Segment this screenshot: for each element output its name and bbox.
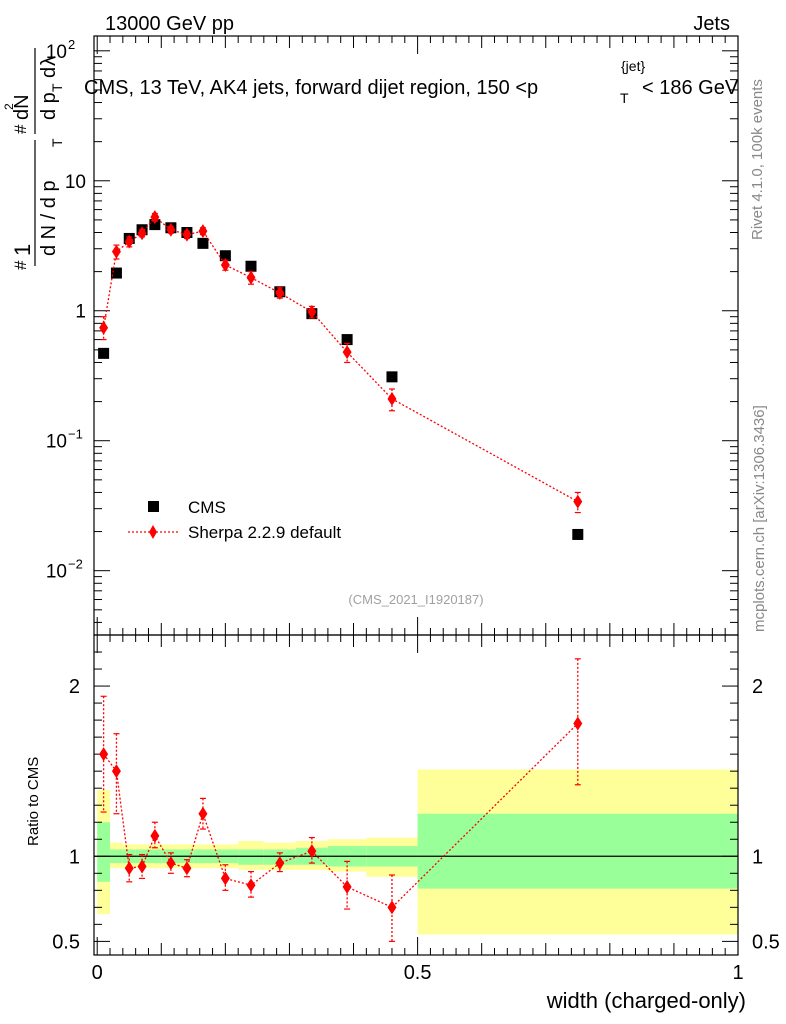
- y-label-num: dN: [11, 94, 33, 120]
- legend-marker-cms: [148, 501, 159, 512]
- ratio-sherpa-point-5: [166, 856, 176, 871]
- sherpa-line: [102, 216, 579, 503]
- ratio-frame: [93, 634, 739, 956]
- chart-title: CMS, 13 TeV, AK4 jets, forward dijet reg…: [84, 77, 538, 99]
- y-label-hash1: #: [11, 260, 30, 270]
- band-inner-14: [417, 813, 738, 889]
- cms-point-14: [572, 528, 584, 540]
- y-tick-exp-0: 2: [68, 37, 75, 52]
- y-tick-label-0: 10: [46, 42, 67, 63]
- ratio-sherpa-point-9: [246, 878, 256, 893]
- y-label-hash2: #: [11, 124, 30, 134]
- side-label-rivet: Rivet 4.1.0, 100k events: [749, 79, 766, 240]
- chart-title-tail: < 186 GeV: [642, 77, 739, 99]
- cms-point-4: [149, 219, 161, 231]
- cms-point-12: [341, 334, 353, 346]
- ratio-sherpa-point-4: [150, 828, 160, 843]
- sherpa-point-0: [99, 320, 109, 335]
- sherpa-point-8: [220, 257, 230, 272]
- sherpa-point-14: [573, 494, 583, 509]
- chart-title-sup: {jet}: [621, 58, 645, 74]
- ratio-sherpa-point-6: [182, 861, 192, 876]
- ratio-y-tick-label-left-2: 0.5: [52, 931, 80, 953]
- sherpa-point-4: [150, 210, 160, 225]
- y-tick-exp-3: −1: [68, 427, 83, 442]
- sherpa-point-9: [246, 270, 256, 285]
- y-label-lambda: λ: [38, 56, 60, 66]
- sherpa-point-5: [166, 222, 176, 237]
- y-label-d: d: [38, 67, 60, 78]
- ratio-sherpa-point-13: [387, 900, 397, 915]
- y-label-T1: T: [49, 138, 65, 147]
- ratio-y-tick-label-left-0: 2: [69, 676, 80, 698]
- ratio-sherpa-point-3: [137, 859, 147, 874]
- header-left: 13000 GeV pp: [105, 13, 234, 35]
- ratio-sherpa-point-7: [198, 806, 208, 821]
- ratio-y-tick-label-right-2: 0.5: [752, 931, 780, 953]
- sherpa-point-6: [182, 227, 192, 242]
- ratio-sherpa-point-11: [307, 844, 317, 859]
- x-axis-label: width (charged-only): [546, 988, 746, 1013]
- ratio-sherpa-point-12: [342, 879, 352, 894]
- sherpa-point-12: [342, 345, 352, 360]
- x-tick-label-0: 0: [92, 962, 103, 984]
- ratio-axes: 0 0.5 1 2 2 1 1 0.5 0.5: [52, 634, 780, 984]
- legend-label-cms: CMS: [188, 498, 226, 517]
- analysis-watermark: (CMS_2021_I1920187): [348, 592, 483, 607]
- sherpa-point-10: [275, 285, 285, 300]
- main-series: [98, 210, 584, 540]
- y-tick-label-1: 10: [65, 172, 86, 193]
- cms-point-9: [245, 260, 257, 272]
- legend: CMS Sherpa 2.2.9 default: [128, 498, 341, 542]
- ratio-y-tick-label-left-1: 1: [69, 846, 80, 868]
- chart-title-sub: T: [620, 90, 629, 106]
- cms-point-1: [110, 267, 122, 279]
- y-label-dp: d p: [38, 92, 60, 120]
- main-plot-area: [94, 36, 738, 635]
- cms-point-13: [386, 371, 398, 383]
- sherpa-point-7: [198, 224, 208, 239]
- ratio-sherpa-point-10: [275, 856, 285, 871]
- cms-point-8: [219, 250, 231, 262]
- y-tick-label-3: 10: [46, 432, 67, 453]
- ratio-sherpa-point-14: [573, 716, 583, 731]
- sherpa-point-11: [307, 304, 317, 319]
- sherpa-point-13: [387, 391, 397, 406]
- side-label-mcplots: mcplots.cern.ch [arXiv:1306.3436]: [751, 405, 768, 632]
- cms-point-7: [197, 237, 209, 249]
- y-label-T2: T: [49, 83, 65, 92]
- y-tick-label-2: 1: [75, 302, 86, 323]
- ratio-y-label: Ratio to CMS: [25, 757, 42, 846]
- ratio-sherpa-point-1: [111, 764, 121, 779]
- y-axis-label: # 1 d N / d p T # dN 2 d p T d λ: [2, 48, 65, 270]
- sherpa-point-2: [124, 234, 134, 249]
- ratio-sherpa-point-8: [220, 871, 230, 886]
- ratio-y-tick-label-right-1: 1: [752, 846, 763, 868]
- legend-marker-sherpa: [149, 525, 157, 539]
- ratio-bands: [97, 769, 738, 935]
- ratio-sherpa-line: [103, 723, 579, 909]
- ratio-sherpa-point-0: [99, 747, 109, 762]
- band-inner-9: [238, 849, 264, 865]
- sherpa-point-3: [137, 226, 147, 241]
- x-tick-label-2: 1: [732, 962, 743, 984]
- sherpa-point-1: [111, 244, 121, 259]
- x-tick-label-1: 0.5: [404, 962, 432, 984]
- y-label-denominator: d N / d p: [38, 180, 60, 256]
- ratio-sherpa-point-2: [124, 861, 134, 876]
- main-plot-background: [94, 36, 738, 635]
- y-tick-label-4: 10: [46, 562, 67, 583]
- y-label-one: 1: [10, 244, 35, 256]
- legend-label-sherpa: Sherpa 2.2.9 default: [188, 523, 341, 542]
- y-label-two: 2: [2, 103, 16, 110]
- cms-point-0: [98, 347, 110, 359]
- ratio-y-tick-label-right-0: 2: [752, 676, 763, 698]
- band-inner-0: [97, 822, 111, 882]
- y-tick-exp-4: −2: [68, 557, 83, 572]
- ratio-series: [99, 658, 583, 942]
- header-right: Jets: [693, 13, 730, 35]
